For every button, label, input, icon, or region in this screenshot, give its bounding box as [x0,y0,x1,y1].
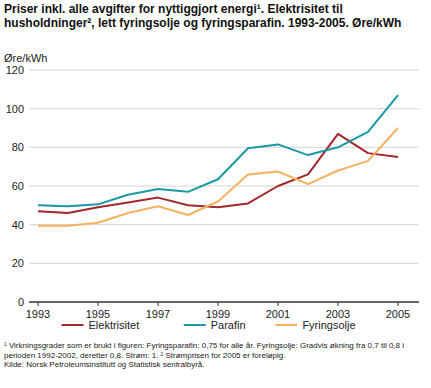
footnotes: ¹ Virkningsgrader som er brukt i figuren… [4,341,428,370]
y-tick-label: 60 [12,180,24,192]
y-tick-label: 0 [18,296,24,308]
plot-area [38,95,398,226]
x-tick [398,302,399,306]
legend-label: Fyringsolje [302,319,355,331]
x-tick [98,302,99,306]
x-tick [158,302,159,306]
grid-line [29,263,419,264]
chart: Øre/kWh020406080100120199319951997199920… [0,0,431,340]
legend-label: Parafin [211,319,246,331]
footnote: Kilde: Norsk Petroleumsinstitutt og Stat… [4,360,428,370]
y-label: Øre/kWh [4,52,47,64]
y-tick-label: 100 [6,103,24,115]
x-tick-label: 2005 [386,308,410,320]
x-tick-label: 1997 [146,308,170,320]
footnote: ¹ Virkningsgrader som er brukt i figuren… [4,341,428,360]
x-tick-label: 1993 [26,308,50,320]
title: Priser inkl. alle avgifter for nyttiggjo… [4,2,424,30]
y-tick-label: 40 [12,219,24,231]
legend-label: Elektrisitet [89,319,140,331]
legend: Elektrisitet Parafin Fyringsolje [62,319,356,331]
x-tick [338,302,339,306]
y-tick-label: 20 [12,257,24,269]
x-tick-label: 2001 [266,308,290,320]
x-tick [38,302,39,306]
y-tick-label: 80 [12,141,24,153]
x-tick [278,302,279,306]
x-tick [218,302,219,306]
legend-swatch [275,324,297,326]
grid-line [29,108,419,109]
legend-swatch [62,324,84,326]
legend-swatch [184,324,206,326]
series-line [38,128,398,226]
y-tick-label: 120 [6,64,24,76]
grid-line [29,70,419,71]
x-axis [29,302,419,303]
grid-line [29,186,419,187]
grid-line [29,302,419,303]
series-line [38,95,398,206]
